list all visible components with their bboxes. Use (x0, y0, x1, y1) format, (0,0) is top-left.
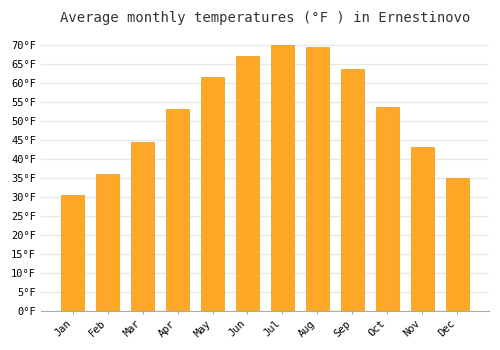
Bar (131, 142, 154, 311)
Bar (376, 107, 398, 311)
Bar (341, 69, 363, 311)
Bar (271, 45, 294, 311)
Title: Average monthly temperatures (°F ) in Ernestinovo: Average monthly temperatures (°F ) in Er… (60, 11, 470, 25)
Bar (96, 174, 119, 311)
Bar (236, 56, 259, 311)
Bar (306, 47, 328, 311)
Bar (62, 195, 84, 311)
Bar (166, 109, 189, 311)
Bar (201, 77, 224, 311)
Bar (411, 147, 434, 311)
Bar (446, 178, 468, 311)
